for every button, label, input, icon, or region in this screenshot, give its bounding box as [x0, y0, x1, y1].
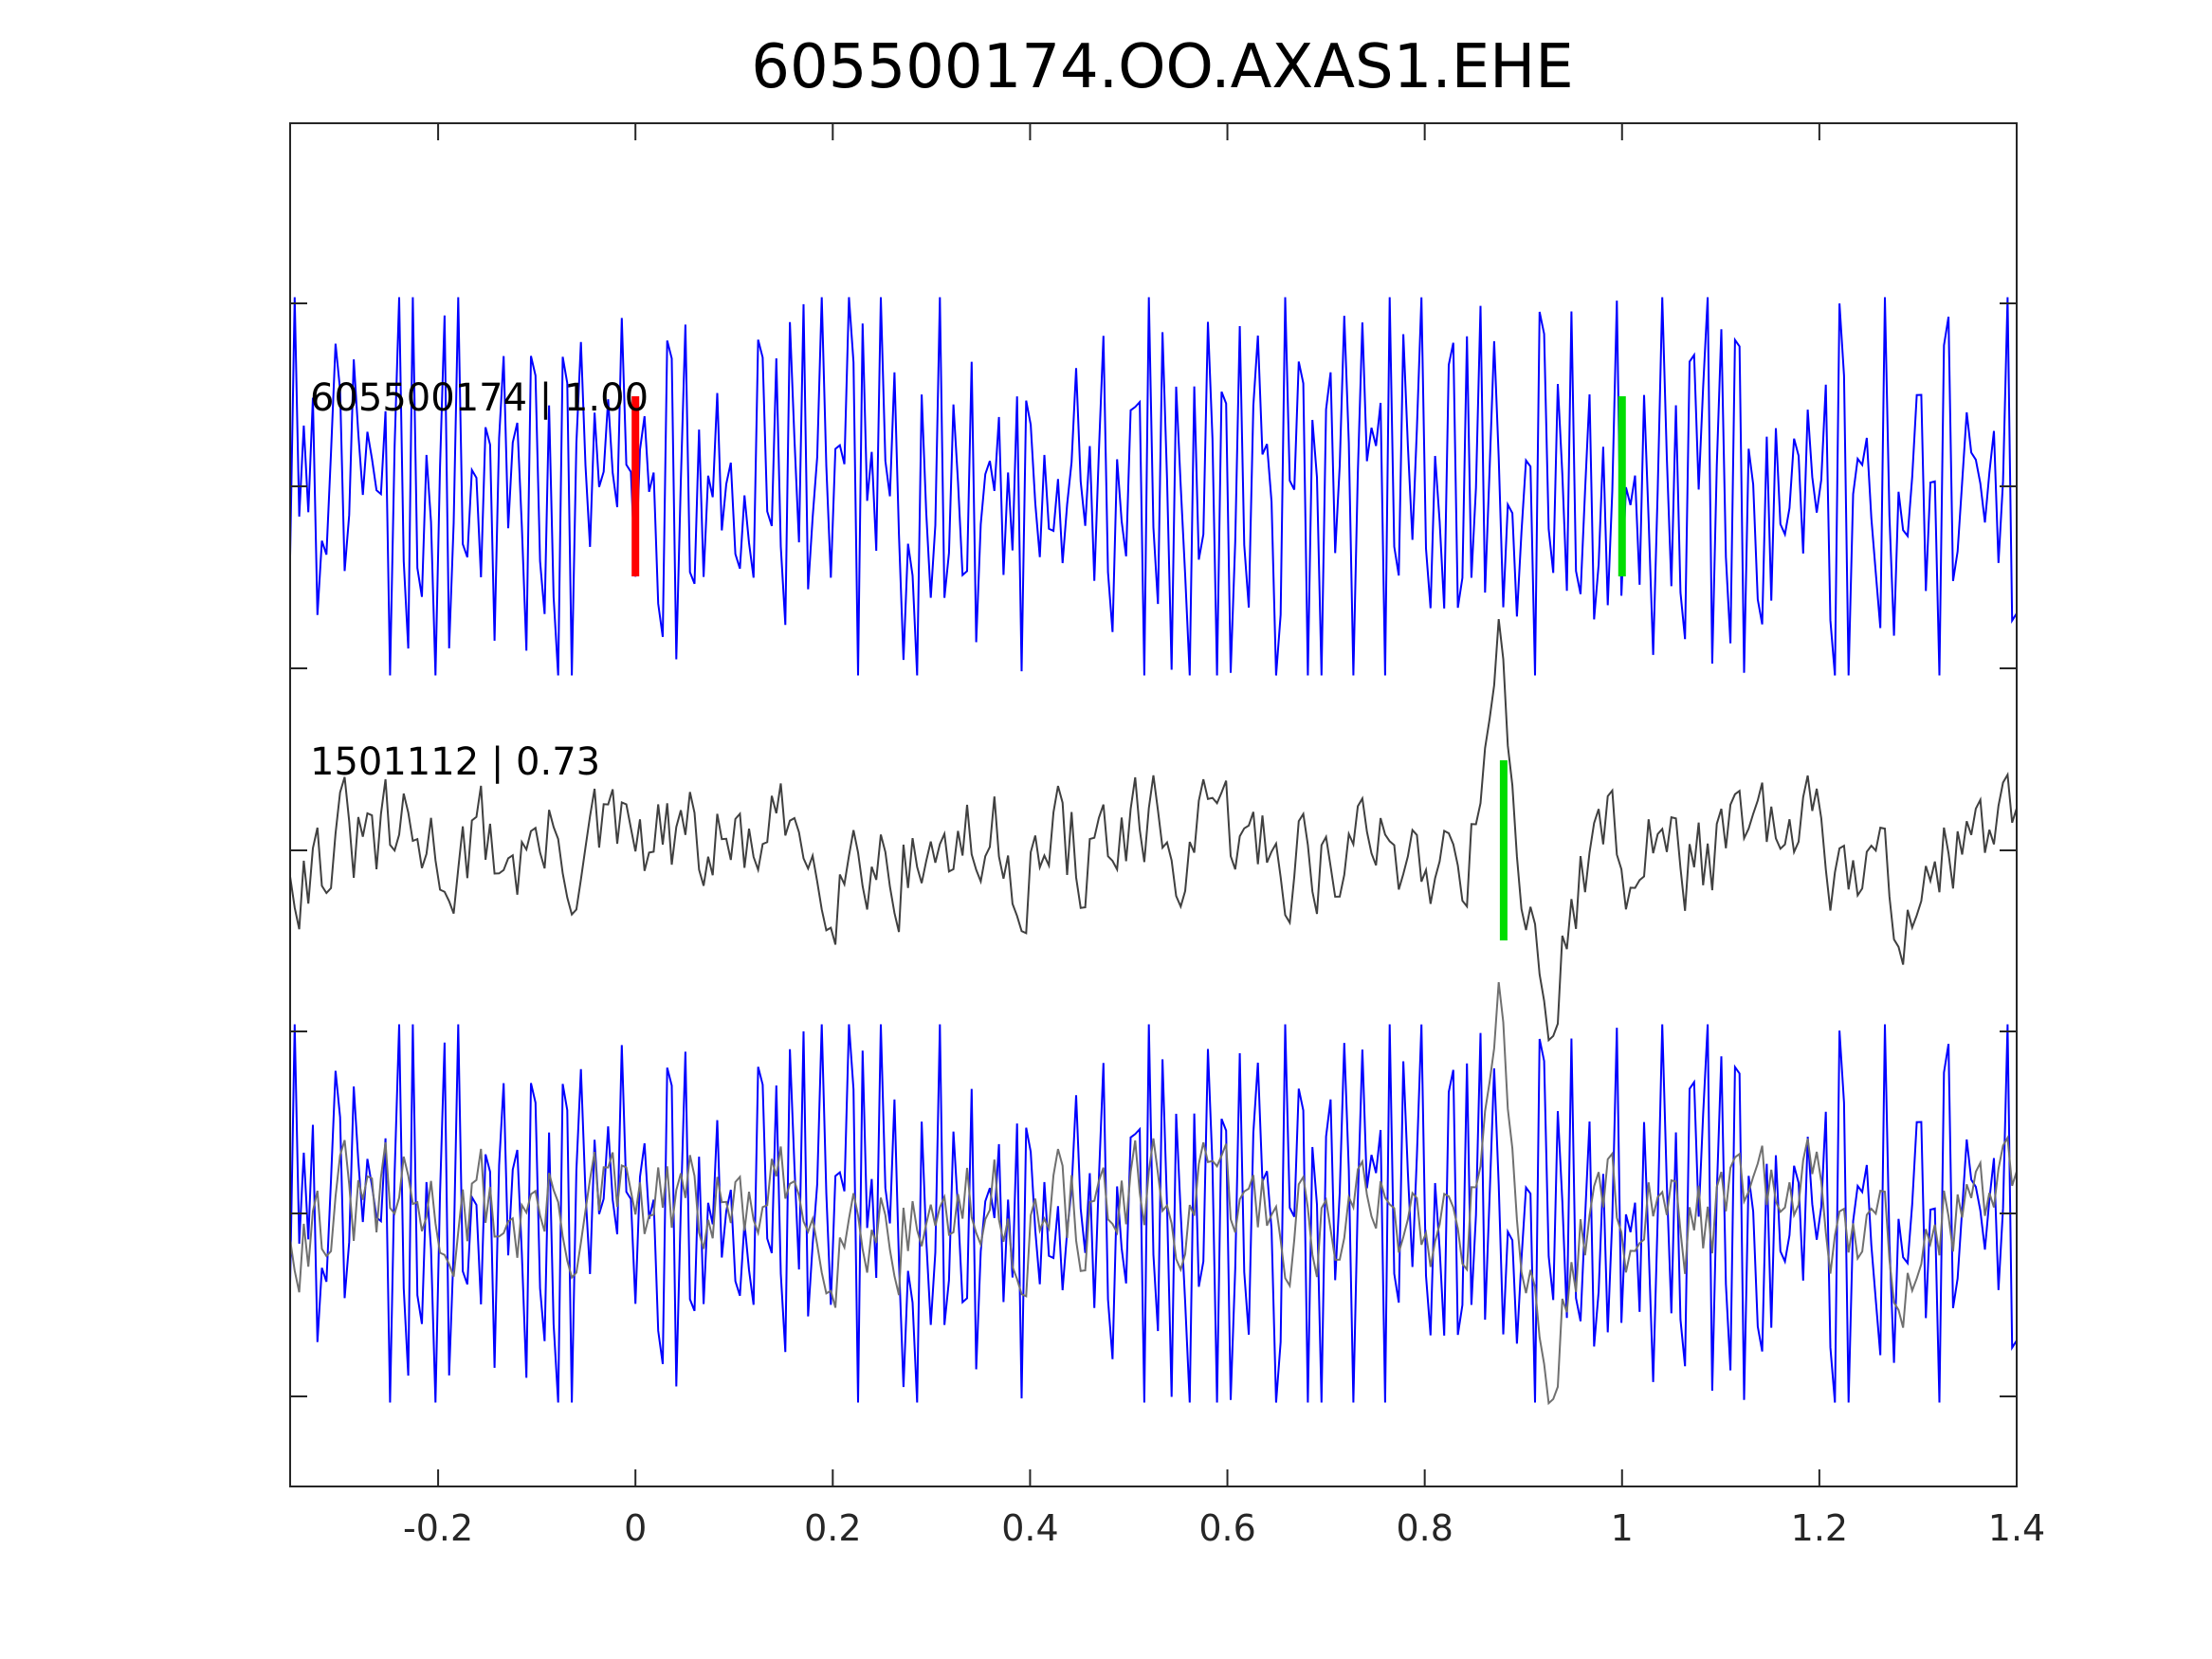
x-tick-label: 0.6	[1198, 1507, 1255, 1549]
trace-label-1: 605500174 | 1.00	[310, 376, 649, 420]
picks-group	[631, 396, 1626, 940]
axes-frame	[289, 122, 2018, 1487]
overlay-line-2	[289, 981, 2018, 1406]
overlay-line-1	[289, 1024, 2018, 1403]
trace-line-1	[289, 297, 2018, 676]
x-tick-label: 0	[624, 1507, 647, 1549]
x-tick-label: 0.2	[804, 1507, 861, 1549]
trace-labels-group: 605500174 | 1.00 1501112 | 0.73	[310, 376, 649, 784]
x-tick-label: 0.4	[1001, 1507, 1058, 1549]
trace-label-2: 1501112 | 0.73	[310, 740, 600, 784]
traces-group	[289, 297, 2018, 1406]
trace-line-2	[289, 618, 2018, 1043]
x-tick-label: 1	[1611, 1507, 1634, 1549]
x-tick-label: 0.8	[1396, 1507, 1453, 1549]
x-tick-label: 1.4	[1988, 1507, 2045, 1549]
x-tick-label: 1.2	[1791, 1507, 1848, 1549]
axes-group: -0.2 0 0.2 0.4 0.6 0.8 1 1.2 1.4	[289, 122, 2045, 1549]
x-tick-label: -0.2	[403, 1507, 473, 1549]
chart-title: 605500174.OO.AXAS1.EHE	[751, 32, 1573, 102]
